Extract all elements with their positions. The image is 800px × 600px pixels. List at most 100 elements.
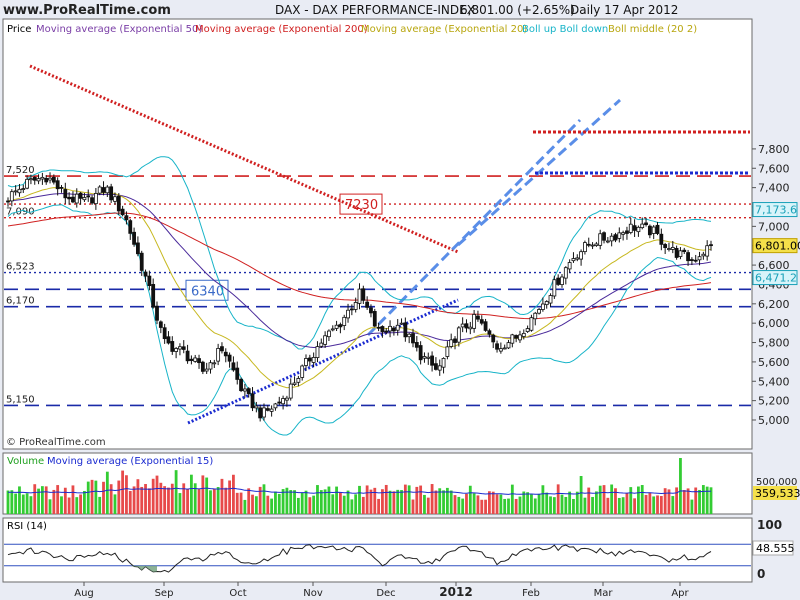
price-candle (464, 319, 469, 333)
volume-bar (709, 487, 713, 514)
volume-bar (63, 487, 67, 514)
x-axis-tick-label: Oct (229, 588, 246, 599)
price-candle (441, 357, 446, 374)
price-candle (678, 247, 683, 260)
volume-bar (656, 495, 659, 514)
trendline-up-support (187, 298, 459, 425)
price-candle (17, 183, 22, 197)
price-candle (277, 396, 282, 406)
price-candle (59, 185, 64, 193)
price-candle (586, 237, 591, 248)
volume-bar (640, 485, 644, 514)
volume-bar (79, 494, 82, 514)
price-candle (498, 342, 503, 354)
volume-bar (316, 485, 319, 514)
price-candle (514, 334, 519, 343)
volume-bar (598, 485, 602, 514)
volume-bar (274, 491, 277, 514)
right-value-box (752, 238, 798, 254)
volume-bar (239, 492, 243, 514)
price-axis-tick-label: 5,600 (758, 356, 790, 369)
price-candle (544, 300, 549, 309)
volume-bar (75, 497, 79, 514)
price-candle (204, 362, 209, 374)
price-candle (216, 343, 221, 366)
volume-bar (503, 498, 507, 514)
price-candle (285, 395, 289, 407)
x-axis-tick-label: Mar (594, 588, 614, 599)
volume-bar (445, 487, 449, 514)
level-label: 7,090 (6, 207, 35, 218)
volume-bar (37, 488, 40, 514)
price-candle (628, 218, 633, 235)
price-candle (491, 333, 496, 349)
volume-bar (583, 497, 587, 514)
volume-bar (189, 474, 193, 514)
price-candle (319, 338, 324, 349)
volume-bar (170, 483, 174, 514)
volume-bar (159, 482, 163, 514)
price-candle (625, 226, 629, 240)
volume-bar (216, 487, 220, 514)
volume-bar (262, 484, 266, 514)
price-candle (369, 304, 373, 318)
volume-bar (147, 488, 151, 514)
price-candle (407, 332, 412, 344)
volume-bar (388, 490, 392, 514)
price-candle (197, 354, 201, 369)
price-candle (67, 192, 72, 205)
rsi-axis-tick-0: 0 (757, 567, 765, 581)
volume-bar (679, 458, 682, 514)
price-candle (533, 311, 538, 326)
price-candle (613, 232, 618, 243)
volume-bar (67, 497, 71, 514)
price-candle (44, 175, 49, 185)
legend-item-boll-up-down: Boll up Boll down (522, 24, 608, 35)
volume-ma-title: Moving average (Exponential 15) (47, 456, 213, 467)
volume-bar (277, 493, 281, 514)
volume-bar (83, 490, 86, 514)
volume-bar (25, 493, 29, 514)
price-candle (162, 323, 167, 344)
price-candle (55, 177, 60, 196)
price-candle (6, 197, 10, 207)
period-readout: Daily 17 Apr 2012 (570, 3, 678, 17)
volume-axis-tick: 500,000 (756, 477, 797, 488)
volume-bar (629, 487, 633, 514)
price-candle (437, 359, 442, 376)
price-candle (529, 314, 534, 332)
price-candle (246, 387, 251, 398)
volume-bar (667, 489, 671, 514)
price-candle (269, 405, 274, 417)
price-axis-tick-label: 7,800 (758, 143, 790, 156)
volume-bar (381, 489, 384, 514)
price-candle (502, 344, 507, 350)
price-candle (651, 225, 656, 240)
volume-bar (121, 470, 125, 514)
volume-bar (90, 479, 94, 514)
price-candle (644, 217, 648, 227)
volume-bar (56, 485, 60, 514)
price-candle (239, 377, 243, 393)
volume-bar (457, 496, 461, 514)
price-candle (296, 375, 301, 387)
volume-bar (686, 488, 690, 514)
price-candle (178, 343, 182, 356)
price-candle (384, 328, 389, 335)
price-axis-tick-label: 7,000 (758, 220, 790, 233)
volume-bar (105, 471, 109, 514)
volume-bar (545, 492, 549, 514)
volume-bar (369, 489, 373, 514)
price-candle (548, 293, 553, 307)
volume-bar (132, 486, 136, 514)
price-candle (705, 240, 710, 261)
price-candle (380, 325, 385, 338)
price-candle (113, 192, 117, 205)
price-candle (605, 237, 610, 244)
rsi-axis-tick-100: 100 (757, 518, 782, 532)
price-panel: Price Moving average (Exponential 50) Mo… (2, 18, 800, 450)
price-candle (411, 328, 415, 348)
volume-bar (113, 494, 117, 514)
price-candle (185, 344, 190, 364)
price-candle (265, 404, 270, 412)
